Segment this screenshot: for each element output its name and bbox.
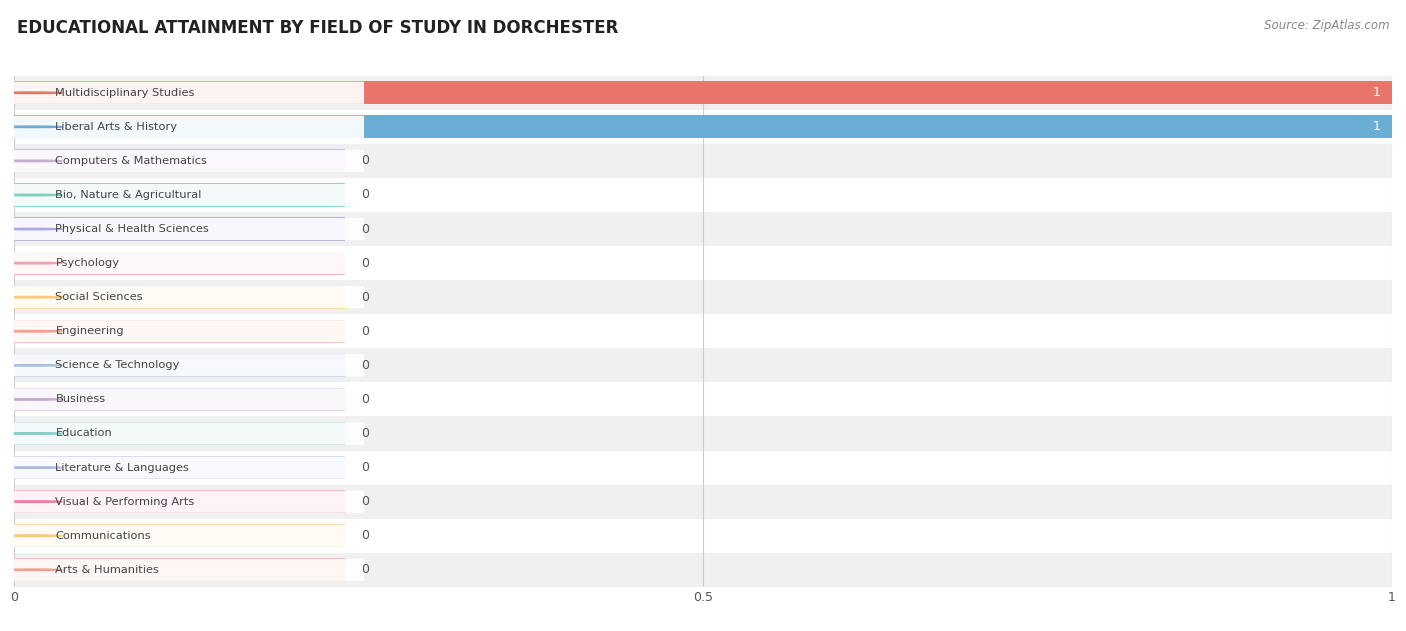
FancyBboxPatch shape xyxy=(8,490,364,513)
FancyBboxPatch shape xyxy=(8,150,364,172)
Bar xyxy=(14,81,1392,104)
Text: Social Sciences: Social Sciences xyxy=(55,292,143,302)
Text: Bio, Nature & Agricultural: Bio, Nature & Agricultural xyxy=(55,190,202,200)
Text: 0: 0 xyxy=(361,359,370,372)
Bar xyxy=(14,490,344,513)
Bar xyxy=(14,178,1392,212)
Text: Engineering: Engineering xyxy=(55,326,124,336)
Bar xyxy=(14,144,1392,178)
Bar xyxy=(14,218,344,240)
Text: Visual & Performing Arts: Visual & Performing Arts xyxy=(55,497,194,507)
Text: 1: 1 xyxy=(1374,121,1381,133)
Circle shape xyxy=(1,297,62,298)
Bar xyxy=(14,553,1392,587)
Text: Multidisciplinary Studies: Multidisciplinary Studies xyxy=(55,88,195,98)
Bar xyxy=(14,252,344,274)
FancyBboxPatch shape xyxy=(8,558,364,581)
Circle shape xyxy=(1,433,62,434)
Circle shape xyxy=(1,92,62,93)
FancyBboxPatch shape xyxy=(8,456,364,479)
Bar xyxy=(14,519,1392,553)
Circle shape xyxy=(1,160,62,162)
Text: Source: ZipAtlas.com: Source: ZipAtlas.com xyxy=(1264,19,1389,32)
Circle shape xyxy=(1,535,62,536)
Circle shape xyxy=(1,194,62,196)
Bar xyxy=(14,76,1392,110)
Bar xyxy=(14,382,1392,416)
Circle shape xyxy=(1,228,62,230)
FancyBboxPatch shape xyxy=(8,320,364,343)
Bar xyxy=(14,451,1392,485)
Text: Arts & Humanities: Arts & Humanities xyxy=(55,565,159,575)
Text: Computers & Mathematics: Computers & Mathematics xyxy=(55,156,207,166)
FancyBboxPatch shape xyxy=(8,252,364,274)
FancyBboxPatch shape xyxy=(8,422,364,445)
Text: 0: 0 xyxy=(361,393,370,406)
Circle shape xyxy=(1,501,62,502)
Bar xyxy=(14,212,1392,246)
Bar xyxy=(14,286,344,309)
Circle shape xyxy=(1,262,62,264)
Text: Communications: Communications xyxy=(55,531,150,541)
Bar xyxy=(14,246,1392,280)
FancyBboxPatch shape xyxy=(8,354,364,377)
FancyBboxPatch shape xyxy=(8,524,364,547)
Bar xyxy=(14,150,344,172)
Text: 1: 1 xyxy=(1374,86,1381,99)
FancyBboxPatch shape xyxy=(8,388,364,411)
Bar xyxy=(14,280,1392,314)
Text: 0: 0 xyxy=(361,189,370,201)
Bar xyxy=(14,320,344,343)
FancyBboxPatch shape xyxy=(8,81,364,104)
Bar xyxy=(14,314,1392,348)
Text: Education: Education xyxy=(55,428,112,439)
Bar xyxy=(14,388,344,411)
Text: 0: 0 xyxy=(361,529,370,542)
FancyBboxPatch shape xyxy=(8,184,364,206)
Bar xyxy=(14,348,1392,382)
Text: Literature & Languages: Literature & Languages xyxy=(55,463,190,473)
Bar xyxy=(14,456,344,479)
FancyBboxPatch shape xyxy=(8,218,364,240)
Text: 0: 0 xyxy=(361,291,370,304)
Circle shape xyxy=(1,126,62,127)
Circle shape xyxy=(1,399,62,400)
Text: 0: 0 xyxy=(361,461,370,474)
Circle shape xyxy=(1,365,62,366)
Bar xyxy=(14,485,1392,519)
Bar xyxy=(14,524,344,547)
Text: Science & Technology: Science & Technology xyxy=(55,360,180,370)
Circle shape xyxy=(1,331,62,332)
Circle shape xyxy=(1,467,62,468)
Text: 0: 0 xyxy=(361,325,370,338)
Text: Business: Business xyxy=(55,394,105,404)
Text: Liberal Arts & History: Liberal Arts & History xyxy=(55,122,177,132)
Text: 0: 0 xyxy=(361,257,370,269)
Text: 0: 0 xyxy=(361,563,370,576)
Bar xyxy=(14,558,344,581)
Text: 0: 0 xyxy=(361,495,370,508)
Bar xyxy=(14,354,344,377)
Text: 0: 0 xyxy=(361,223,370,235)
Text: 0: 0 xyxy=(361,427,370,440)
Bar xyxy=(14,184,344,206)
Text: 0: 0 xyxy=(361,155,370,167)
Circle shape xyxy=(1,569,62,570)
Bar xyxy=(14,110,1392,144)
Text: Physical & Health Sciences: Physical & Health Sciences xyxy=(55,224,209,234)
Text: EDUCATIONAL ATTAINMENT BY FIELD OF STUDY IN DORCHESTER: EDUCATIONAL ATTAINMENT BY FIELD OF STUDY… xyxy=(17,19,619,37)
FancyBboxPatch shape xyxy=(8,115,364,138)
Bar xyxy=(14,416,1392,451)
Bar xyxy=(14,115,1392,138)
Text: Psychology: Psychology xyxy=(55,258,120,268)
Bar xyxy=(14,422,344,445)
FancyBboxPatch shape xyxy=(8,286,364,309)
